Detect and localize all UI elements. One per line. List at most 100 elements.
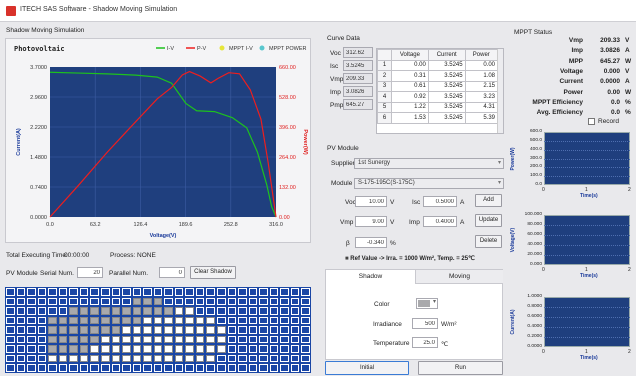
curve-field-input[interactable]: [343, 99, 373, 110]
shadow-cell[interactable]: [122, 288, 131, 296]
shadow-cell[interactable]: [195, 335, 205, 344]
shadow-cell[interactable]: [301, 345, 310, 353]
shadow-cell[interactable]: [238, 354, 247, 363]
shadow-cell[interactable]: [153, 288, 163, 296]
shadow-cell[interactable]: [301, 297, 310, 306]
shadow-cell[interactable]: [100, 354, 110, 363]
serial-num-input[interactable]: [77, 267, 103, 278]
shadow-cell[interactable]: [185, 316, 194, 325]
shadow-cell[interactable]: [90, 354, 99, 363]
shadow-cell[interactable]: [259, 316, 268, 325]
shadow-cell[interactable]: [217, 335, 226, 344]
shadow-cell[interactable]: [37, 345, 47, 353]
shadow-cell[interactable]: [37, 316, 47, 325]
shadow-cell[interactable]: [259, 354, 268, 363]
shadow-cell[interactable]: [248, 307, 258, 315]
shadow-cell[interactable]: [37, 364, 47, 372]
shadow-cell[interactable]: [122, 354, 131, 363]
shadow-cell[interactable]: [238, 307, 247, 315]
shadow-cell[interactable]: [280, 288, 289, 296]
shadow-cell[interactable]: [132, 335, 142, 344]
shadow-cell[interactable]: [217, 297, 226, 306]
shadow-cell[interactable]: [122, 316, 131, 325]
shadow-cell[interactable]: [6, 345, 15, 353]
temperature-input[interactable]: [412, 337, 438, 348]
shadow-cell[interactable]: [269, 354, 279, 363]
shadow-cell[interactable]: [280, 307, 289, 315]
shadow-cell[interactable]: [217, 326, 226, 334]
shadow-cell[interactable]: [48, 307, 57, 315]
shadow-cell[interactable]: [206, 326, 216, 334]
shadow-cell[interactable]: [111, 354, 121, 363]
shadow-cell[interactable]: [153, 335, 163, 344]
shadow-cell[interactable]: [143, 326, 152, 334]
shadow-cell[interactable]: [27, 335, 36, 344]
shadow-cell[interactable]: [185, 335, 194, 344]
shadow-cell[interactable]: [248, 364, 258, 372]
shadow-cell[interactable]: [16, 297, 26, 306]
shadow-cell[interactable]: [269, 307, 279, 315]
shadow-cell[interactable]: [301, 307, 310, 315]
curve-field-input[interactable]: [343, 73, 373, 84]
shadow-cell[interactable]: [217, 307, 226, 315]
shadow-cell[interactable]: [16, 326, 26, 334]
shadow-cell[interactable]: [206, 297, 216, 306]
shadow-cell[interactable]: [69, 364, 78, 372]
shadow-cell[interactable]: [227, 354, 237, 363]
shadow-cell[interactable]: [132, 364, 142, 372]
shadow-cell[interactable]: [269, 364, 279, 372]
table-row[interactable]: 3 0.61 3.5245 2.15: [377, 80, 499, 92]
shadow-cell[interactable]: [27, 297, 36, 306]
shadow-cell[interactable]: [238, 288, 247, 296]
shadow-cell[interactable]: [111, 326, 121, 334]
shadow-cell[interactable]: [69, 307, 78, 315]
supplier-select[interactable]: 1st Sunergy ▾: [354, 158, 504, 169]
shadow-cell[interactable]: [269, 297, 279, 306]
shadow-cell[interactable]: [100, 326, 110, 334]
clear-shadow-button[interactable]: Clear Shadow: [190, 266, 236, 279]
shadow-cell[interactable]: [122, 307, 131, 315]
shadow-cell[interactable]: [153, 326, 163, 334]
shadow-cell[interactable]: [16, 288, 26, 296]
shadow-cell[interactable]: [248, 354, 258, 363]
shadow-cell[interactable]: [58, 335, 68, 344]
shadow-cell[interactable]: [132, 354, 142, 363]
shadow-cell[interactable]: [206, 345, 216, 353]
shadow-cell[interactable]: [195, 354, 205, 363]
shadow-cell[interactable]: [27, 354, 36, 363]
shadow-cell[interactable]: [58, 345, 68, 353]
shadow-cell[interactable]: [195, 307, 205, 315]
shadow-grid[interactable]: [5, 287, 311, 373]
add-button[interactable]: Add: [475, 194, 502, 207]
shadow-cell[interactable]: [48, 288, 57, 296]
shadow-cell[interactable]: [248, 288, 258, 296]
shadow-cell[interactable]: [132, 297, 142, 306]
shadow-cell[interactable]: [174, 345, 184, 353]
shadow-cell[interactable]: [174, 307, 184, 315]
shadow-cell[interactable]: [37, 326, 47, 334]
shadow-cell[interactable]: [174, 288, 184, 296]
shadow-cell[interactable]: [248, 297, 258, 306]
shadow-cell[interactable]: [164, 364, 173, 372]
table-scrollbar[interactable]: [497, 49, 503, 133]
irradiance-input[interactable]: [412, 318, 438, 329]
voc-input[interactable]: [355, 196, 387, 207]
shadow-cell[interactable]: [259, 307, 268, 315]
shadow-cell[interactable]: [280, 354, 289, 363]
shadow-cell[interactable]: [227, 316, 237, 325]
shadow-cell[interactable]: [90, 288, 99, 296]
beta-input[interactable]: [355, 237, 387, 248]
shadow-cell[interactable]: [111, 297, 121, 306]
shadow-cell[interactable]: [195, 326, 205, 334]
shadow-cell[interactable]: [301, 326, 310, 334]
tab-moving[interactable]: Moving: [415, 270, 503, 284]
shadow-cell[interactable]: [69, 345, 78, 353]
shadow-cell[interactable]: [195, 288, 205, 296]
curve-field-input[interactable]: [343, 86, 373, 97]
shadow-cell[interactable]: [153, 345, 163, 353]
shadow-cell[interactable]: [290, 288, 300, 296]
shadow-cell[interactable]: [100, 335, 110, 344]
shadow-cell[interactable]: [90, 297, 99, 306]
shadow-cell[interactable]: [259, 345, 268, 353]
shadow-cell[interactable]: [185, 288, 194, 296]
